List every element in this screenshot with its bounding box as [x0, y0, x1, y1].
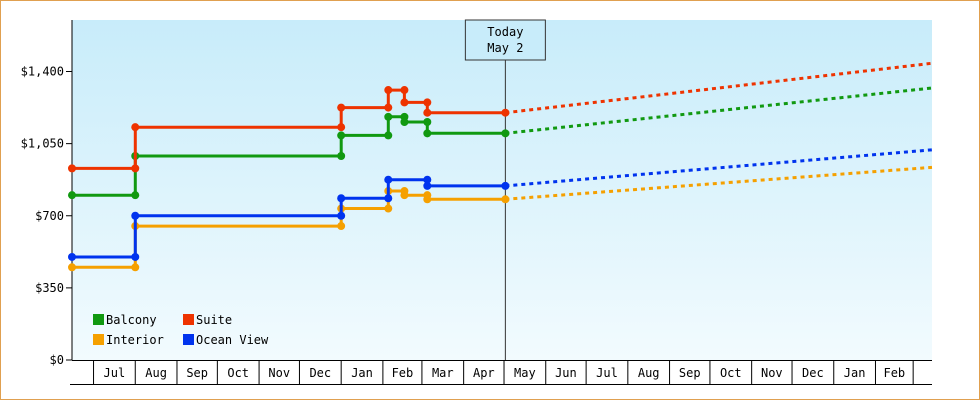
x-tick-label: Apr — [473, 366, 495, 380]
data-point — [131, 211, 140, 220]
legend-label: Ocean View — [196, 333, 269, 347]
data-point — [384, 103, 393, 112]
x-tick-label: Nov — [268, 366, 290, 380]
data-point — [384, 204, 393, 213]
data-point — [337, 211, 346, 220]
data-point — [337, 103, 346, 112]
x-tick-label: Dec — [802, 366, 824, 380]
data-point — [423, 98, 432, 107]
x-tick-label: Jun — [555, 366, 577, 380]
legend-swatch — [183, 334, 194, 345]
data-point — [337, 222, 346, 231]
x-tick-label: Feb — [883, 366, 905, 380]
legend: Balcony Suite Interior Ocean View — [93, 313, 269, 347]
x-tick-label: Sep — [679, 366, 701, 380]
data-point — [131, 263, 140, 272]
legend-swatch — [93, 334, 104, 345]
series-lines — [68, 61, 933, 272]
data-point — [384, 131, 393, 140]
x-tick-label: Feb — [392, 366, 414, 380]
data-point — [384, 194, 393, 203]
x-tick-label: Aug — [145, 366, 167, 380]
y-tick-label: $1,400 — [21, 65, 64, 79]
today-date: May 2 — [487, 41, 523, 55]
y-tick-label: $0 — [50, 353, 64, 367]
data-point — [131, 252, 140, 261]
today-marker: Today May 2 — [464, 19, 546, 360]
data-point — [400, 191, 409, 200]
legend-swatch — [183, 314, 194, 325]
data-point — [337, 131, 346, 140]
data-point — [337, 123, 346, 132]
x-tick-label: Oct — [227, 366, 249, 380]
data-point — [68, 252, 76, 261]
data-point — [501, 129, 510, 138]
data-point — [501, 195, 510, 204]
x-tick-label: Mar — [432, 366, 454, 380]
y-tick-label: $700 — [35, 209, 64, 223]
data-point — [501, 181, 510, 190]
y-tick-label: $350 — [35, 281, 64, 295]
data-point — [423, 175, 432, 184]
data-point — [68, 164, 76, 173]
data-point — [384, 86, 393, 95]
plot-background — [72, 20, 932, 360]
legend-label: Balcony — [106, 313, 157, 327]
y-tick-label: $1,050 — [21, 137, 64, 151]
x-tick-label: Jan — [844, 366, 866, 380]
data-point — [68, 191, 76, 200]
today-box — [464, 19, 546, 61]
legend-label: Suite — [196, 313, 232, 327]
data-point — [131, 191, 140, 200]
data-point — [384, 112, 393, 121]
axes: $0 $350 $700 $1,050 $1,400 Jul Aug Sep Oct Nov Dec… — [21, 20, 932, 385]
data-point — [384, 175, 393, 184]
legend-label: Interior — [106, 333, 164, 347]
data-point — [131, 123, 140, 132]
data-point — [423, 108, 432, 117]
data-point — [400, 98, 409, 107]
x-tick-label: Nov — [761, 366, 783, 380]
x-tick-label: Dec — [309, 366, 331, 380]
x-tick-label: Jan — [351, 366, 373, 380]
data-point — [423, 181, 432, 190]
data-point — [423, 195, 432, 204]
data-point — [501, 108, 510, 117]
x-tick-label: Aug — [638, 366, 660, 380]
x-tick-label: May — [514, 366, 536, 380]
data-point — [400, 118, 409, 126]
legend-swatch — [93, 314, 104, 325]
data-point — [400, 86, 409, 95]
data-point — [337, 152, 346, 160]
data-point — [423, 118, 432, 126]
data-point — [131, 164, 140, 173]
data-point — [337, 194, 346, 203]
x-tick-label: Jul — [596, 366, 618, 380]
x-tick-label: Jul — [104, 366, 126, 380]
today-label: Today — [487, 25, 523, 39]
data-point — [68, 263, 76, 272]
x-tick-label: Sep — [186, 366, 208, 380]
data-point — [423, 129, 432, 138]
x-tick-label: Oct — [720, 366, 742, 380]
